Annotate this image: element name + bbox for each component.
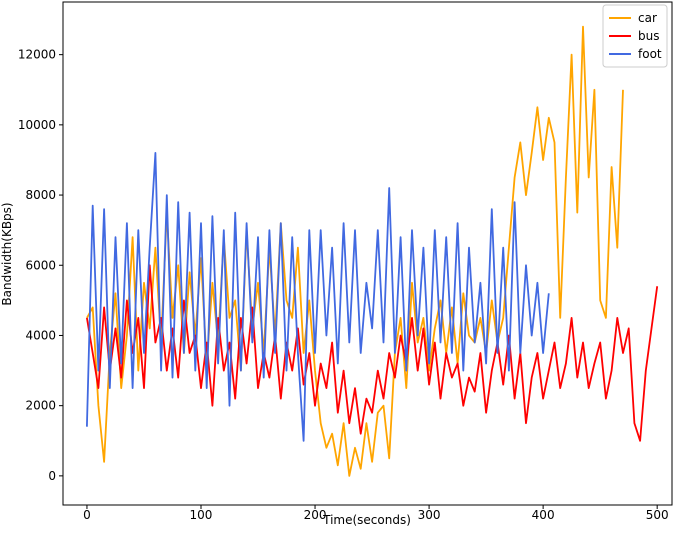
x-tick-label: 400: [532, 508, 555, 522]
y-tick-label: 4000: [25, 328, 56, 342]
x-tick-label: 300: [418, 508, 441, 522]
series-line: [86, 152, 550, 442]
y-tick-label: 10000: [18, 118, 56, 132]
y-tick-label: 8000: [25, 188, 56, 202]
x-axis-label: Time(seconds): [322, 513, 411, 527]
plot-frame: [62, 1, 673, 506]
y-tick-label: 2000: [25, 399, 56, 413]
x-tick-label: 100: [190, 508, 213, 522]
y-tick-label: 0: [48, 469, 56, 483]
series-line: [86, 25, 624, 477]
legend-label: bus: [638, 29, 659, 43]
y-axis-label: Bandwidth(KBps): [0, 202, 14, 305]
y-tick-label: 12000: [18, 48, 56, 62]
legend-label: car: [638, 11, 657, 25]
x-tick-label: 200: [304, 508, 327, 522]
x-tick-label: 0: [83, 508, 91, 522]
legend-box: [602, 4, 668, 68]
x-tick-label: 500: [646, 508, 669, 522]
legend-label: foot: [638, 47, 662, 61]
y-tick-label: 6000: [25, 258, 56, 272]
